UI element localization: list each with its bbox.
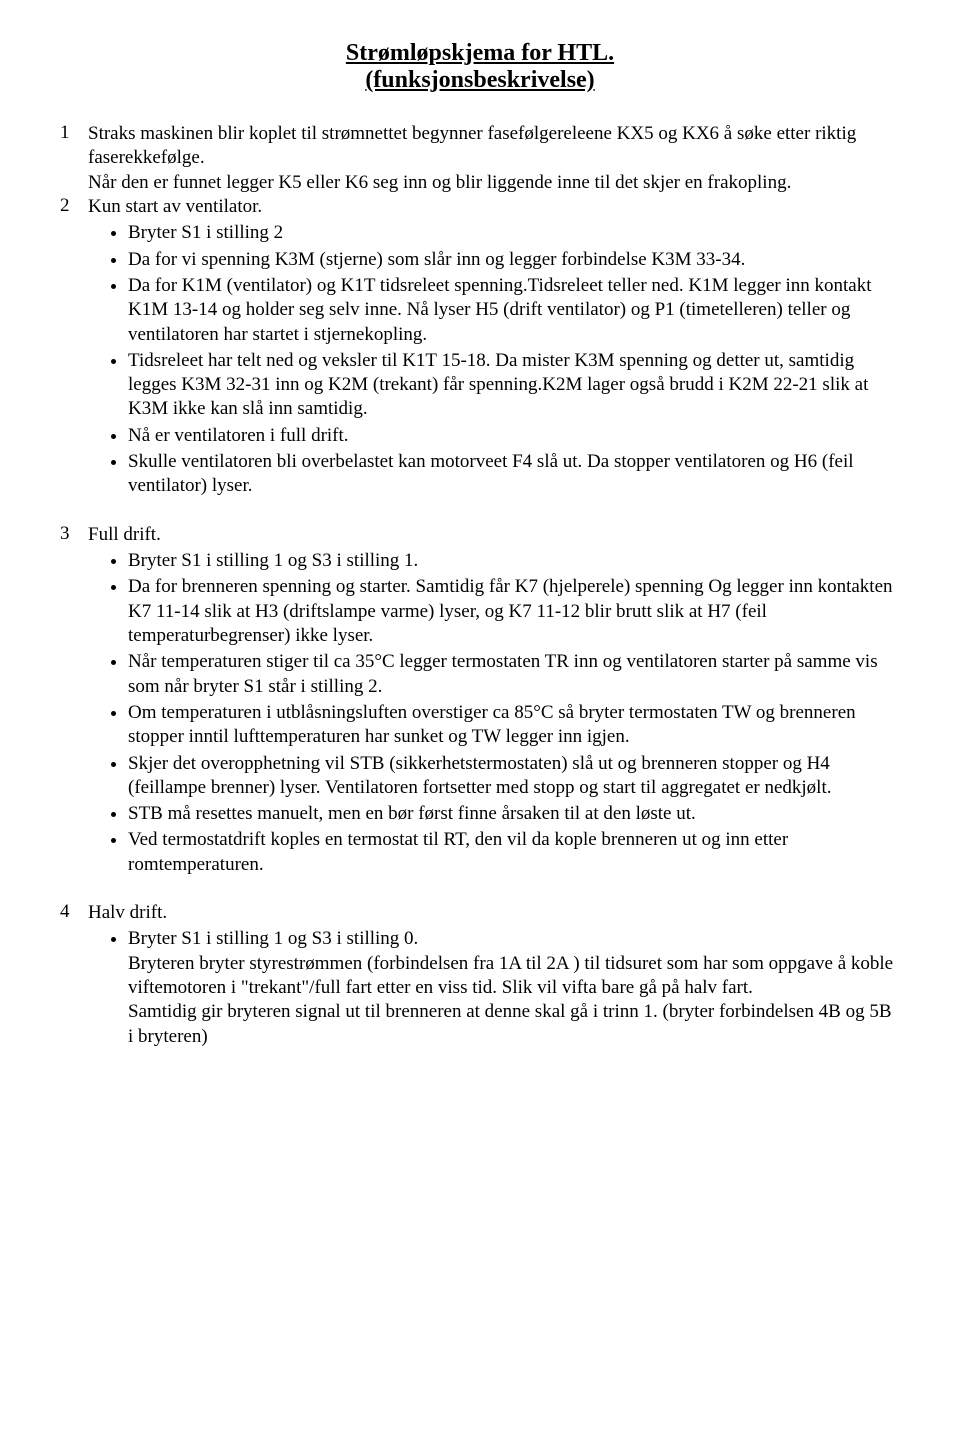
list-item: Nå er ventilatoren i full drift.: [128, 424, 900, 448]
list-item: Skjer det overopphetning vil STB (sikker…: [128, 752, 900, 801]
list-item: Bryter S1 i stilling 1 og S3 i stilling …: [128, 549, 900, 573]
list-item: Ved termostatdrift koples en termostat t…: [128, 828, 900, 877]
section-3: 3 Full drift. Bryter S1 i stilling 1 og …: [60, 523, 900, 879]
list-item: STB må resettes manuelt, men en bør førs…: [128, 802, 900, 826]
document-title-block: Strømløpskjema for HTL. (funksjonsbeskri…: [60, 40, 900, 94]
list-item: Bryter S1 i stilling 2: [128, 221, 900, 245]
bullet-list-1: Bryter S1 i stilling 2 Da for vi spennin…: [88, 221, 900, 498]
list-item: Når temperaturen stiger til ca 35°C legg…: [128, 650, 900, 699]
section-number-2: 2: [60, 195, 88, 217]
section-follow-1b: Kun start av ventilator.: [88, 195, 900, 219]
list-item: Bryter S1 i stilling 1 og S3 i stilling …: [128, 927, 900, 1049]
section-number-4: 4: [60, 901, 88, 923]
bullet-list-3: Bryter S1 i stilling 1 og S3 i stilling …: [88, 549, 900, 877]
section-intro-1: Straks maskinen blir koplet til strømnet…: [88, 122, 900, 171]
title-line-2: (funksjonsbeskrivelse): [60, 67, 900, 94]
list-item: Om temperaturen i utblåsningsluften over…: [128, 701, 900, 750]
list-item: Da for K1M (ventilator) og K1T tidsrelee…: [128, 274, 900, 347]
list-item: Tidsreleet har telt ned og veksler til K…: [128, 349, 900, 422]
section-follow-1a: Når den er funnet legger K5 eller K6 seg…: [88, 171, 900, 195]
list-item: Da for brenneren spenning og starter. Sa…: [128, 575, 900, 648]
title-line-1: Strømløpskjema for HTL.: [60, 40, 900, 67]
section-1: 1 Straks maskinen blir koplet til strømn…: [60, 122, 900, 501]
list-item: Da for vi spenning K3M (stjerne) som slå…: [128, 248, 900, 272]
section-number-1: 1: [60, 122, 88, 144]
section-number-3: 3: [60, 523, 88, 545]
section-4: 4 Halv drift. Bryter S1 i stilling 1 og …: [60, 901, 900, 1051]
list-item: Skulle ventilatoren bli overbelastet kan…: [128, 450, 900, 499]
section-intro-3: Full drift.: [88, 523, 900, 547]
section-intro-4: Halv drift.: [88, 901, 900, 925]
bullet-list-4: Bryter S1 i stilling 1 og S3 i stilling …: [88, 927, 900, 1049]
